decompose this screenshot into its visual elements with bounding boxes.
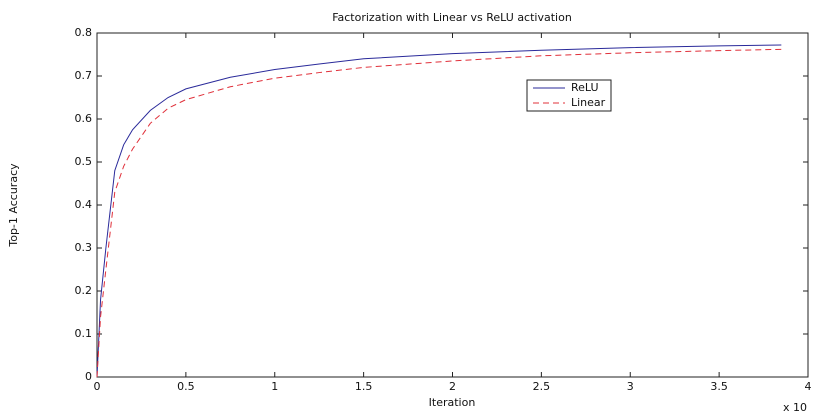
legend-label: Linear [571,96,606,109]
y-tick-label: 0.3 [75,241,93,254]
x-tick-label: 2.5 [533,380,551,393]
x-tick-label: 3 [627,380,634,393]
line [96,44,782,378]
line [96,48,782,378]
x-tick-label: 0.5 [177,380,195,393]
legend-box [526,79,612,112]
chart-title: Factorization with Linear vs ReLU activa… [332,11,572,24]
y-tick-label: 0.6 [75,112,93,125]
x-tick-label: 1 [271,380,278,393]
x-tick-label: 3.5 [710,380,728,393]
y-axis-label: Top-1 Accuracy [7,163,20,248]
y-tick-label: 0.8 [75,26,93,39]
y-tick-label: 0 [85,370,92,383]
x-tick-label: 2 [449,380,456,393]
y-tick-label: 0.5 [75,155,93,168]
x-multiplier: x 10 [783,401,807,414]
x-tick-label: 0 [94,380,101,393]
y-tick-label: 0.7 [75,69,93,82]
x-tick-label: 1.5 [355,380,373,393]
x-tick-label: 4 [805,380,812,393]
y-tick-label: 0.2 [75,284,93,297]
x-axis-label: Iteration [429,396,476,409]
y-tick-label: 0.1 [75,327,93,340]
y-tick-label: 0.4 [75,198,93,211]
legend-label: ReLU [571,81,599,94]
